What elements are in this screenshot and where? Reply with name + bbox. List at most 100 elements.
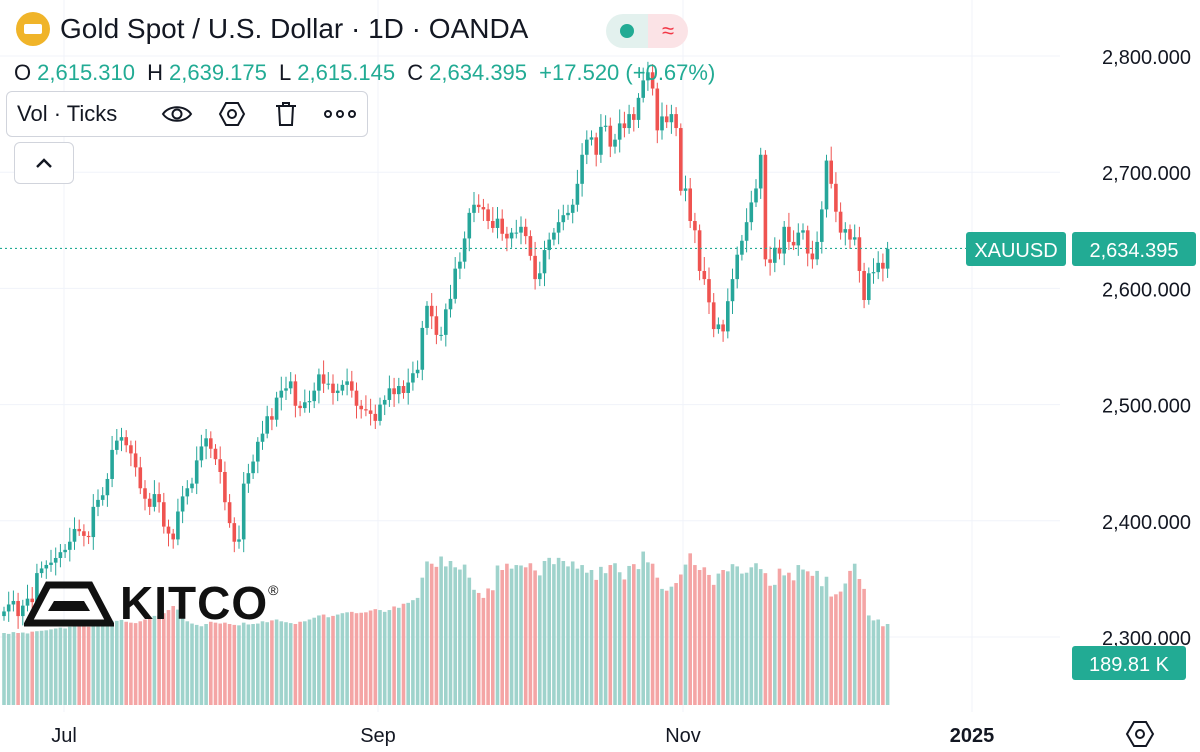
volume-bar: [871, 620, 876, 705]
candle-body: [500, 218, 504, 234]
candle-body: [716, 324, 721, 330]
candle-body: [63, 549, 67, 553]
candle-body: [307, 401, 312, 403]
volume-bar: [115, 620, 119, 705]
candle-body: [787, 226, 791, 242]
candle-body: [115, 440, 119, 450]
volume-bar: [650, 563, 655, 705]
volume-bar: [632, 564, 636, 705]
volume-bar: [627, 565, 631, 705]
volume-bar: [251, 624, 255, 705]
candle-body: [110, 449, 114, 479]
volume-bar: [11, 632, 16, 705]
candle-body: [152, 494, 157, 507]
volume-bar: [754, 563, 758, 705]
volume-bar: [25, 633, 30, 705]
high-value: 2,639.175: [169, 60, 267, 85]
candle-body: [796, 232, 801, 246]
volume-bar: [702, 567, 707, 705]
candle-body: [143, 488, 147, 499]
volume-bar: [805, 571, 810, 705]
volume-bar: [265, 622, 269, 705]
settings-hexagon-icon[interactable]: [205, 94, 259, 134]
volume-bar: [669, 586, 674, 705]
volume-bar: [166, 610, 171, 705]
volume-bar: [373, 609, 378, 705]
volume-bar: [204, 624, 208, 705]
volume-indicator-legend[interactable]: Vol · Ticks: [6, 91, 368, 137]
candle-body: [801, 230, 805, 233]
trash-icon[interactable]: [259, 94, 313, 134]
volume-bar: [213, 622, 218, 705]
volume-bar: [364, 612, 368, 705]
volume-bar: [566, 566, 570, 705]
candle-body: [561, 215, 566, 223]
candle-body: [11, 600, 16, 605]
volume-bar: [580, 565, 584, 705]
volume-bar: [199, 626, 204, 705]
volume-bar: [848, 570, 852, 705]
volume-bar: [157, 615, 161, 705]
candle-body: [805, 230, 810, 254]
candle-body: [350, 381, 354, 391]
volume-bar: [693, 565, 697, 705]
x-axis: Jul Sep Nov 2025: [51, 725, 994, 747]
candle-body: [754, 188, 758, 203]
candle-body: [265, 416, 269, 434]
volume-bar: [777, 568, 782, 705]
candle-body: [730, 279, 735, 302]
data-delay-icon[interactable]: ≈: [648, 14, 688, 48]
market-open-icon[interactable]: [606, 14, 648, 48]
open-label: O: [14, 60, 32, 85]
kitco-wordmark: KITCO: [120, 577, 269, 629]
candle-body: [448, 298, 453, 310]
candle-body: [368, 410, 373, 414]
candle-body: [556, 222, 561, 233]
candle-body: [166, 526, 171, 534]
candle-body: [171, 533, 175, 540]
volume-bar: [509, 568, 514, 705]
volume-bar: [223, 622, 227, 705]
candle-body: [570, 204, 575, 213]
candle-body: [279, 390, 284, 398]
volume-bar: [862, 588, 866, 705]
candle-body: [335, 390, 340, 393]
candle-body: [838, 211, 843, 233]
chart-settings-button[interactable]: [1122, 716, 1158, 752]
chart-legend-title[interactable]: Gold Spot / U.S. Dollar · 1D · OANDA: [16, 12, 528, 46]
candle-body: [49, 562, 53, 565]
candle-body: [599, 126, 603, 155]
candle-body: [133, 453, 138, 468]
volume-bar: [279, 621, 284, 705]
candle-body: [538, 273, 542, 280]
candle-body: [82, 531, 86, 536]
candle-body: [2, 611, 6, 617]
volume-bar: [77, 624, 81, 705]
eye-icon[interactable]: [150, 94, 204, 134]
volume-bar: [39, 630, 44, 705]
candle-body: [693, 221, 697, 231]
volume-bar: [340, 613, 345, 705]
more-icon[interactable]: [313, 94, 367, 134]
volume-bar: [444, 566, 448, 705]
volume-bar: [274, 619, 279, 705]
volume-bar: [881, 626, 885, 705]
volume-bar: [246, 624, 251, 705]
volume-bar: [429, 563, 434, 705]
volume-bar: [608, 565, 613, 705]
candle-body: [406, 382, 410, 393]
volume-bar: [561, 561, 566, 705]
volume-bar: [716, 573, 721, 705]
candle-body: [876, 262, 880, 273]
volume-bar: [2, 633, 6, 705]
volume-bar: [415, 597, 420, 705]
collapse-legend-button[interactable]: [14, 142, 74, 184]
candle-body: [871, 272, 876, 274]
candle-body: [204, 438, 208, 447]
market-status[interactable]: ≈: [606, 14, 688, 48]
candle-body: [420, 327, 425, 370]
last-price-tag: 2,634.395: [1090, 240, 1179, 262]
candle-body: [227, 502, 232, 524]
volume-bar: [105, 622, 110, 705]
